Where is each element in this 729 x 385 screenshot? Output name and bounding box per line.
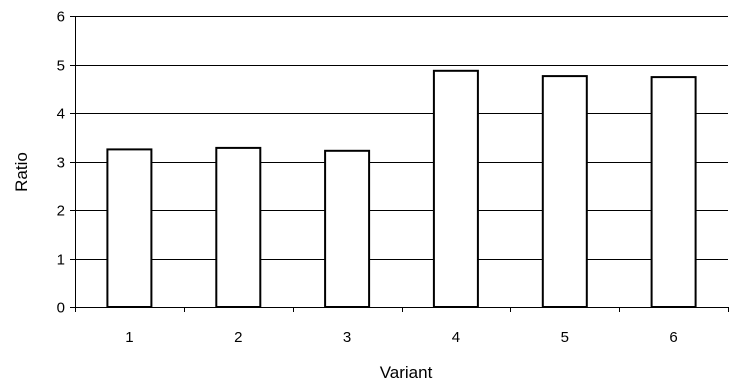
- x-tick-labels: 1 2 3 4 5 6: [125, 329, 678, 346]
- y-tick-label: 3: [57, 155, 65, 172]
- x-tick-label: 2: [234, 329, 242, 346]
- x-tick-label: 6: [669, 329, 677, 346]
- bar-variant-3: [324, 149, 371, 308]
- y-tick-label: 2: [57, 203, 65, 220]
- bar-variant-5: [541, 75, 588, 308]
- bar-variant-4: [432, 69, 479, 308]
- x-tick-label: 1: [125, 329, 133, 346]
- y-tick-labels: 0 1 2 3 4 5 6: [57, 9, 65, 317]
- x-tick-label: 3: [343, 329, 351, 346]
- x-tick-label: 4: [452, 329, 460, 346]
- bar-variant-2: [215, 146, 262, 308]
- x-tick-label: 5: [561, 329, 569, 346]
- y-tick-label: 4: [57, 106, 65, 123]
- bar-variant-1: [106, 148, 153, 308]
- y-tick-label: 5: [57, 58, 65, 75]
- x-axis-title: Variant: [380, 363, 433, 382]
- y-tick-label: 1: [57, 252, 65, 269]
- gridlines: [75, 16, 728, 260]
- axes: [70, 16, 729, 312]
- y-tick-label: 6: [57, 9, 65, 26]
- y-axis-title: Ratio: [12, 152, 31, 192]
- bar-variant-6: [650, 76, 697, 308]
- bars: [106, 69, 697, 308]
- y-tick-label: 0: [57, 300, 65, 317]
